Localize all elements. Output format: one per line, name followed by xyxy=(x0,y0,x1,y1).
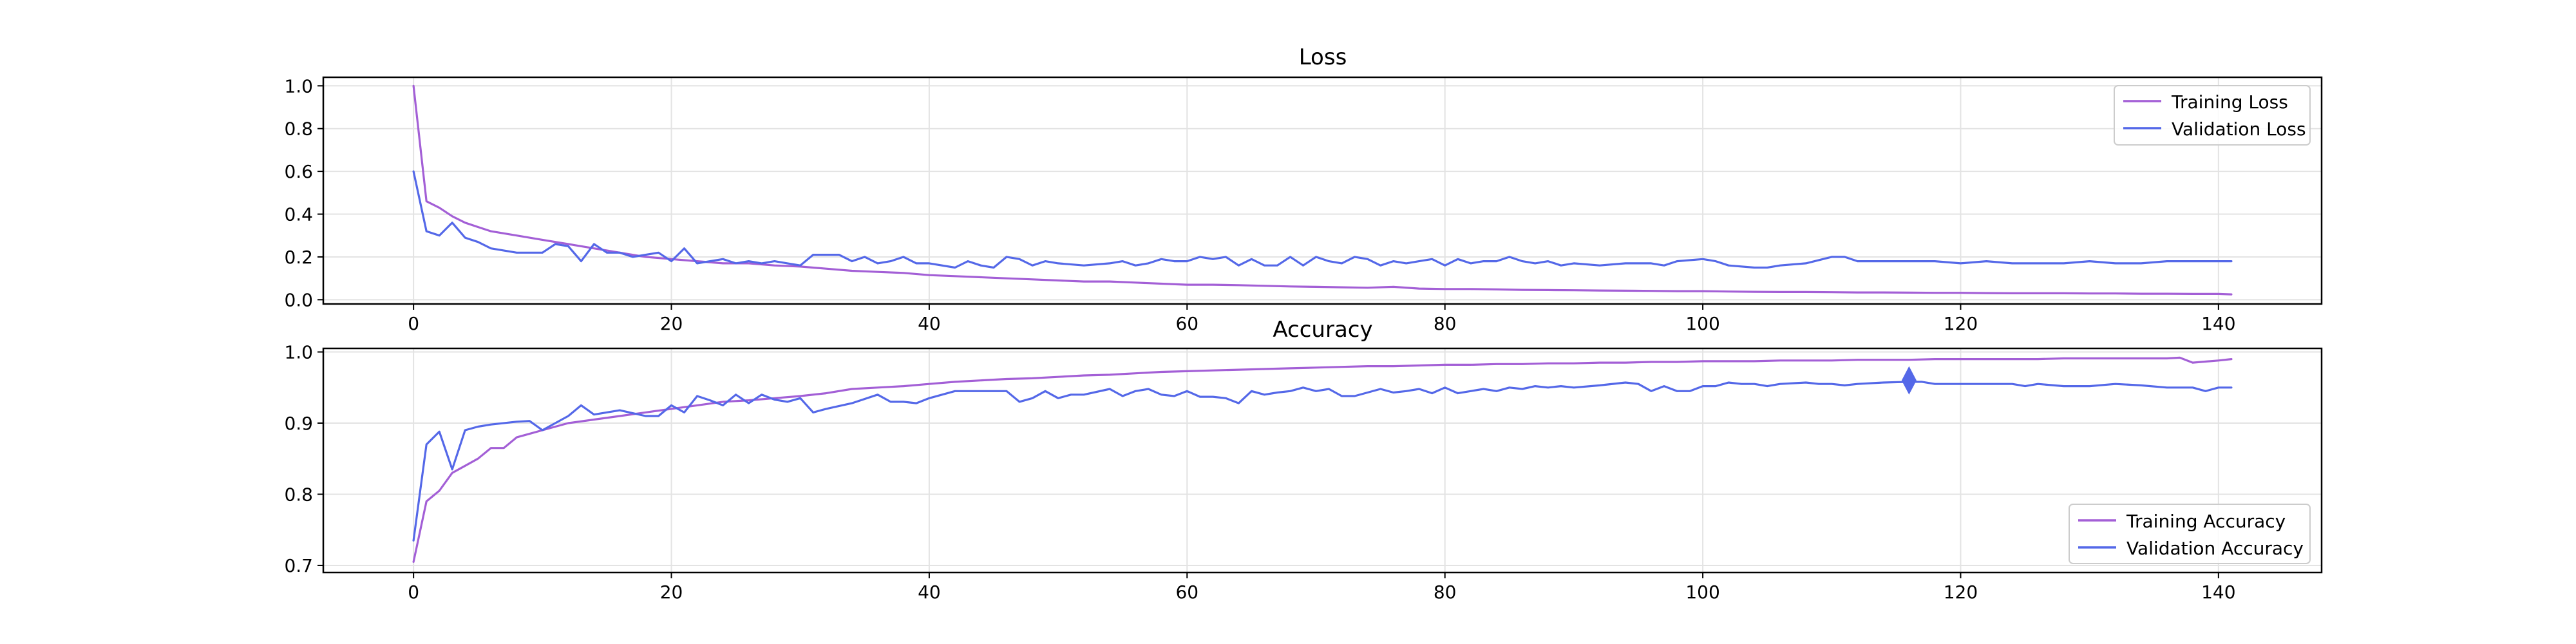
validation-loss-line xyxy=(412,170,2233,269)
accuracy-chart-title: Accuracy xyxy=(1273,317,1372,343)
loss-y-tick-label: 1.0 xyxy=(284,75,313,97)
accuracy-x-tick-label: 100 xyxy=(1685,582,1719,603)
loss-y-tick-label: 0.4 xyxy=(284,204,313,225)
training-accuracy-line xyxy=(412,356,2233,564)
loss-chart-grid xyxy=(323,77,2322,304)
legend-label-training-accuracy: Training Accuracy xyxy=(2126,511,2286,532)
loss-chart-x-ticks: 0 20 40 60 80 100 120 140 xyxy=(408,304,2236,334)
validation-accuracy-line xyxy=(412,381,2233,542)
accuracy-x-tick-label: 140 xyxy=(2201,582,2235,603)
loss-chart-title: Loss xyxy=(1299,44,1347,70)
accuracy-y-tick-label: 1.0 xyxy=(284,342,313,363)
accuracy-chart-legend: Training Accuracy Validation Accuracy xyxy=(2069,504,2311,564)
loss-chart-legend: Training Loss Validation Loss xyxy=(2114,85,2311,146)
accuracy-chart-y-ticks: 0.7 0.8 0.9 1.0 xyxy=(284,342,323,576)
accuracy-y-tick-label: 0.7 xyxy=(284,555,313,576)
accuracy-chart-grid xyxy=(323,348,2322,573)
loss-x-tick-label: 40 xyxy=(918,313,941,334)
loss-y-tick-label: 0.2 xyxy=(284,247,313,268)
loss-chart: Loss 0.0 0.2 0.4 0.6 0.8 1.0 0 20 40 60 80 100 120 1… xyxy=(284,44,2323,334)
accuracy-x-tick-label: 60 xyxy=(1175,582,1198,603)
legend-box xyxy=(2114,85,2311,146)
loss-chart-y-ticks: 0.0 0.2 0.4 0.6 0.8 1.0 xyxy=(284,75,323,310)
loss-chart-frame xyxy=(322,76,2323,305)
accuracy-chart-x-ticks: 0 20 40 60 80 100 120 140 xyxy=(408,573,2236,603)
accuracy-x-tick-label: 0 xyxy=(408,582,419,603)
loss-y-tick-label: 0.6 xyxy=(284,161,313,182)
accuracy-chart: Accuracy 0.7 0.8 0.9 1.0 0 20 40 60 80 100 120 140… xyxy=(284,317,2323,603)
loss-x-tick-label: 140 xyxy=(2201,313,2235,334)
accuracy-x-tick-label: 120 xyxy=(1944,582,1978,603)
loss-x-tick-label: 60 xyxy=(1175,313,1198,334)
accuracy-x-tick-label: 80 xyxy=(1434,582,1457,603)
loss-x-tick-label: 100 xyxy=(1685,313,1719,334)
legend-label-training-loss: Training Loss xyxy=(2171,91,2288,113)
loss-x-tick-label: 80 xyxy=(1434,313,1457,334)
accuracy-x-tick-label: 40 xyxy=(918,582,941,603)
loss-y-tick-label: 0.8 xyxy=(284,118,313,140)
loss-y-tick-label: 0.0 xyxy=(284,289,313,310)
loss-x-tick-label: 20 xyxy=(660,313,683,334)
legend-box xyxy=(2069,504,2311,564)
loss-x-tick-label: 0 xyxy=(408,313,419,334)
accuracy-chart-frame xyxy=(322,347,2323,574)
accuracy-chart-lines xyxy=(412,356,2233,564)
legend-label-validation-accuracy: Validation Accuracy xyxy=(2126,538,2304,559)
loss-chart-lines xyxy=(412,84,2233,296)
loss-x-tick-label: 120 xyxy=(1944,313,1978,334)
accuracy-x-tick-label: 20 xyxy=(660,582,683,603)
legend-label-validation-loss: Validation Loss xyxy=(2172,118,2306,140)
training-loss-line xyxy=(412,84,2233,296)
accuracy-y-tick-label: 0.8 xyxy=(284,484,313,505)
accuracy-y-tick-label: 0.9 xyxy=(284,413,313,434)
best-validation-accuracy-marker xyxy=(1901,366,1917,395)
